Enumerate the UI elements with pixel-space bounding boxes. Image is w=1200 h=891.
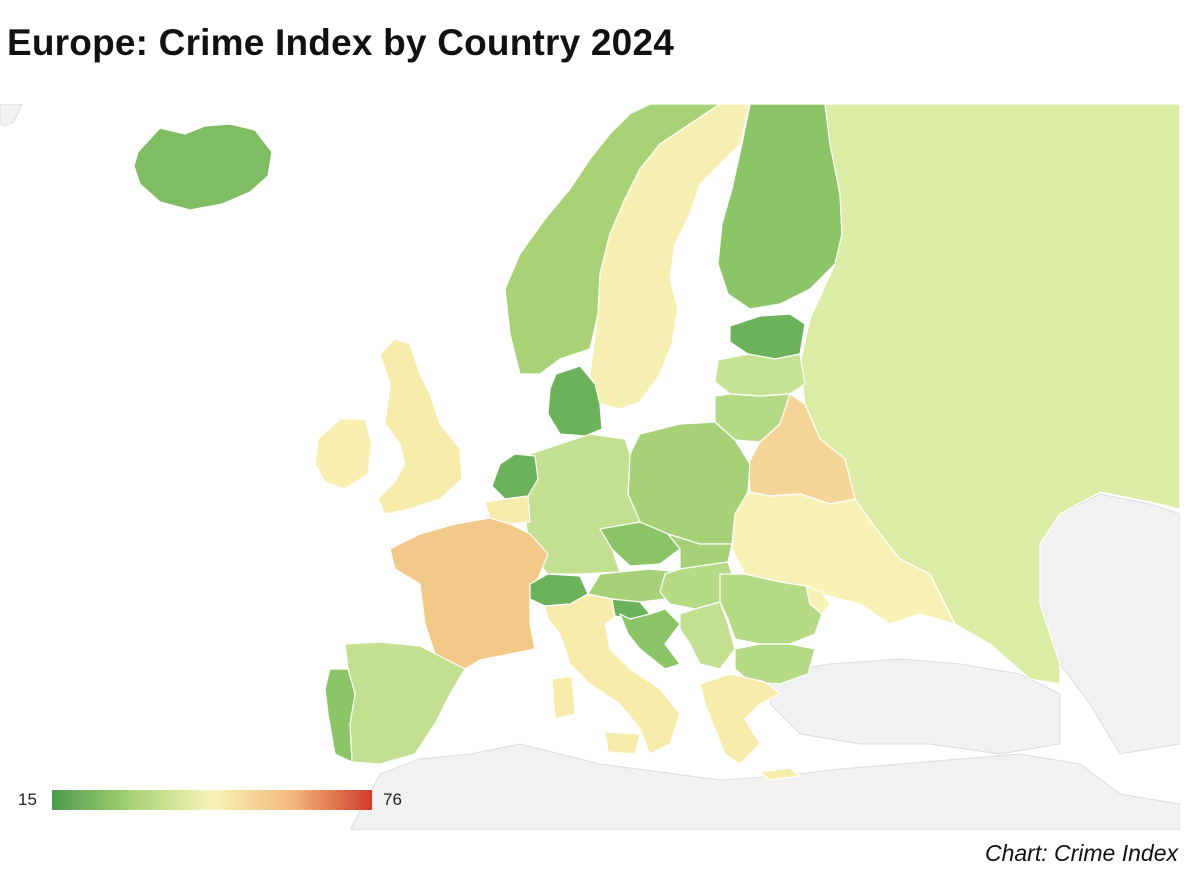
region-spain [344, 641, 466, 765]
region-croatia [619, 608, 681, 670]
region-bulgaria [734, 643, 816, 685]
europe-map[interactable] [0, 104, 1180, 830]
region-france [389, 517, 549, 670]
region-portugal [324, 668, 356, 763]
caucasus-east [1039, 493, 1180, 755]
region-greece [699, 673, 801, 781]
north-africa [349, 743, 1180, 830]
legend-min-label: 15 [18, 790, 37, 809]
region-iceland [133, 123, 273, 211]
region-czechia [599, 521, 681, 567]
map[interactable] [0, 104, 1180, 830]
region-estonia [729, 313, 806, 360]
region-ireland [314, 418, 373, 490]
region-norway [504, 104, 721, 375]
region-romania [719, 573, 823, 645]
no-data-land [0, 104, 1180, 830]
region-italy [544, 593, 681, 755]
legend-max-label: 76 [383, 790, 402, 809]
region-netherlands [491, 453, 539, 500]
region-serbia [679, 601, 736, 670]
legend-gradient-bar [52, 790, 372, 810]
region-uk [377, 338, 463, 515]
region-ukraine [731, 491, 956, 625]
countries [133, 104, 1180, 781]
region-sweden [589, 104, 751, 410]
turkey-middle-east [769, 658, 1061, 755]
region-latvia [714, 353, 806, 397]
region-denmark [547, 365, 603, 437]
greenland-corner [0, 104, 23, 127]
page-title: Europe: Crime Index by Country 2024 [7, 22, 675, 63]
chart-source: Chart: Crime Index [984, 840, 1178, 866]
